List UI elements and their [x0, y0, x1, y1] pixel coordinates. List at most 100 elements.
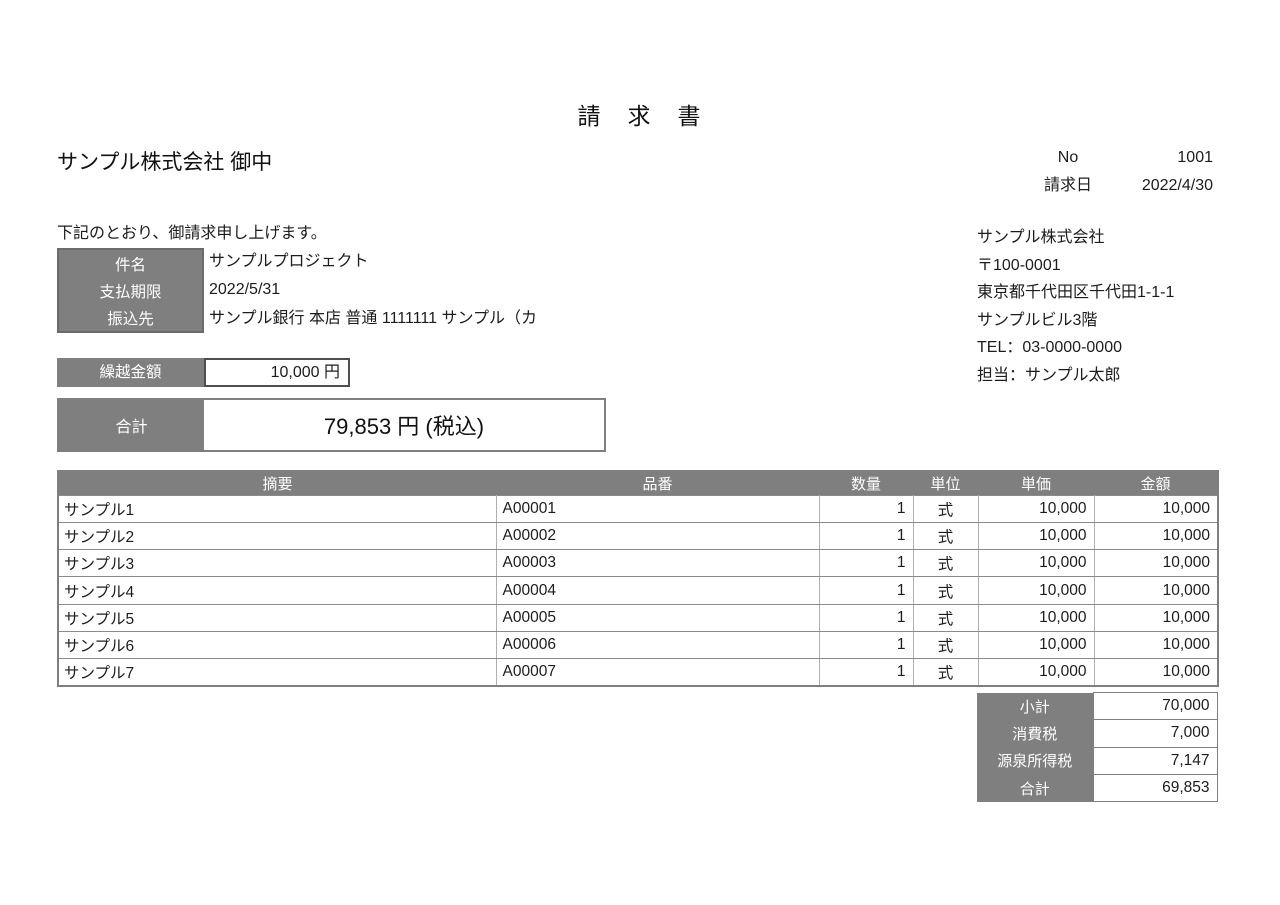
header-amount: 金額 [1094, 471, 1218, 495]
cell-item-number: A00003 [495, 549, 820, 578]
line-items-table: 摘要 品番 数量 単位 単価 金額 サンプル1 A00001 1 式 10,00… [57, 470, 1219, 688]
sender-block: サンプル株式会社 〒100-0001 東京都千代田区千代田1-1-1 サンプルビ… [977, 224, 1174, 390]
invoice-number-value: 1001 [1177, 149, 1213, 166]
cell-item-number: A00004 [495, 576, 820, 605]
cell-amount: 10,000 [1093, 549, 1218, 578]
total-label: 合計 [977, 774, 1093, 802]
header-unit: 単位 [913, 471, 978, 495]
consumption-tax-row: 消費税 7,000 [977, 719, 1218, 748]
withholding-tax-label: 源泉所得税 [977, 747, 1093, 775]
totals-summary-table: 小計 70,000 消費税 7,000 源泉所得税 7,147 合計 69,85… [977, 691, 1218, 803]
table-row: サンプル4 A00004 1 式 10,000 10,000 [58, 576, 1218, 605]
cell-unit: 式 [912, 603, 979, 632]
invoice-date-label: 請求日 [1043, 177, 1092, 194]
table-row: サンプル7 A00007 1 式 10,000 10,000 [58, 658, 1218, 687]
invoice-meta: No 1001 請求日 2022/4/30 [1013, 144, 1213, 200]
bank-account-label: 振込先 [107, 310, 154, 328]
subtotal-label: 小計 [977, 692, 1093, 720]
table-row: サンプル1 A00001 1 式 10,000 10,000 [58, 494, 1218, 523]
header-item-number: 品番 [496, 471, 819, 495]
cell-amount: 10,000 [1093, 630, 1218, 660]
total-value: 69,853 [1092, 773, 1218, 803]
cell-description: サンプル1 [58, 494, 497, 523]
cell-item-number: A00007 [495, 658, 820, 687]
cell-item-number: A00002 [495, 521, 820, 551]
detail-label-block: 件名 支払期限 振込先 [57, 248, 204, 333]
bank-account-value: サンプル銀行 本店 普通 1111111 サンプル（カ [209, 309, 537, 327]
total-row: 合計 69,853 [977, 773, 1218, 803]
cell-amount: 10,000 [1093, 521, 1218, 551]
cell-unit-price: 10,000 [977, 630, 1095, 660]
table-header-row: 摘要 品番 数量 単位 単価 金額 [58, 471, 1218, 495]
carryover-label: 繰越金額 [57, 358, 204, 387]
subject-value: サンプルプロジェクト [209, 253, 369, 270]
cell-unit: 式 [912, 521, 979, 551]
cell-unit-price: 10,000 [977, 494, 1095, 523]
cell-quantity: 1 [818, 521, 914, 551]
cell-unit-price: 10,000 [977, 658, 1095, 687]
cell-item-number: A00001 [495, 494, 820, 523]
cell-item-number: A00005 [495, 603, 820, 632]
cell-unit-price: 10,000 [977, 603, 1095, 632]
cell-unit-price: 10,000 [977, 549, 1095, 578]
cell-item-number: A00006 [495, 630, 820, 660]
cell-quantity: 1 [818, 603, 914, 632]
invoice-number-label: No [1057, 149, 1079, 166]
cell-amount: 10,000 [1093, 576, 1218, 605]
cell-amount: 10,000 [1093, 603, 1218, 632]
invoice-number-row: No 1001 [1013, 144, 1213, 172]
cell-description: サンプル7 [58, 658, 497, 687]
table-row: サンプル3 A00003 1 式 10,000 10,000 [58, 549, 1218, 578]
consumption-tax-value: 7,000 [1092, 719, 1218, 748]
sender-company: サンプル株式会社 [977, 229, 1105, 246]
recipient-name: サンプル株式会社 御中 [57, 151, 273, 174]
table-row: サンプル6 A00006 1 式 10,000 10,000 [58, 630, 1218, 660]
grand-total-box: 合計 79,853 円 (税込) [57, 398, 606, 452]
cell-unit: 式 [912, 494, 979, 523]
sender-address-1: 東京都千代田区千代田1-1-1 [977, 284, 1175, 302]
withholding-tax-value: 7,147 [1092, 746, 1218, 775]
detail-value-block: サンプルプロジェクト 2022/5/31 サンプル銀行 本店 普通 111111… [209, 248, 537, 333]
carryover-value: 10,000 円 [204, 358, 350, 387]
header-unit-price: 単価 [978, 471, 1094, 495]
cell-quantity: 1 [818, 630, 914, 660]
subject-label: 件名 [114, 256, 146, 274]
subtotal-row: 小計 70,000 [977, 691, 1218, 721]
sender-tel: TEL：03-0000-0000 [977, 339, 1122, 357]
consumption-tax-label: 消費税 [977, 719, 1093, 748]
header-description: 摘要 [58, 471, 496, 495]
cell-unit: 式 [912, 549, 979, 578]
cell-description: サンプル4 [58, 576, 497, 605]
cell-unit: 式 [912, 630, 979, 660]
cell-description: サンプル6 [58, 630, 497, 660]
table-row: サンプル2 A00002 1 式 10,000 10,000 [58, 521, 1218, 551]
cell-unit-price: 10,000 [977, 576, 1095, 605]
grand-total-value: 79,853 円 (税込) [204, 400, 604, 450]
cell-description: サンプル5 [58, 603, 497, 632]
invoice-date-row: 請求日 2022/4/30 [1013, 172, 1213, 200]
invoice-title: 請 求 書 [577, 103, 703, 129]
sender-postal-code: 〒100-0001 [977, 256, 1061, 274]
table-row: サンプル5 A00005 1 式 10,000 10,000 [58, 603, 1218, 632]
cell-amount: 10,000 [1093, 494, 1218, 523]
cell-unit: 式 [912, 576, 979, 605]
cell-amount: 10,000 [1093, 658, 1218, 687]
withholding-tax-row: 源泉所得税 7,147 [977, 746, 1218, 775]
grand-total-label: 合計 [59, 400, 204, 450]
cell-description: サンプル2 [58, 521, 497, 551]
sender-address-2: サンプルビル3階 [977, 311, 1098, 329]
carryover-row: 繰越金額 10,000 円 [57, 358, 350, 387]
subtotal-value: 70,000 [1092, 691, 1218, 721]
cell-quantity: 1 [818, 658, 914, 687]
cell-unit: 式 [912, 658, 979, 687]
due-date-label: 支払期限 [99, 283, 162, 301]
cell-quantity: 1 [818, 549, 914, 578]
sender-contact-person: 担当：サンプル太郎 [977, 366, 1121, 384]
due-date-value: 2022/5/31 [209, 281, 281, 299]
cell-description: サンプル3 [58, 549, 497, 578]
cell-quantity: 1 [818, 494, 914, 523]
cell-quantity: 1 [818, 576, 914, 605]
header-quantity: 数量 [819, 471, 913, 495]
cell-unit-price: 10,000 [977, 521, 1095, 551]
